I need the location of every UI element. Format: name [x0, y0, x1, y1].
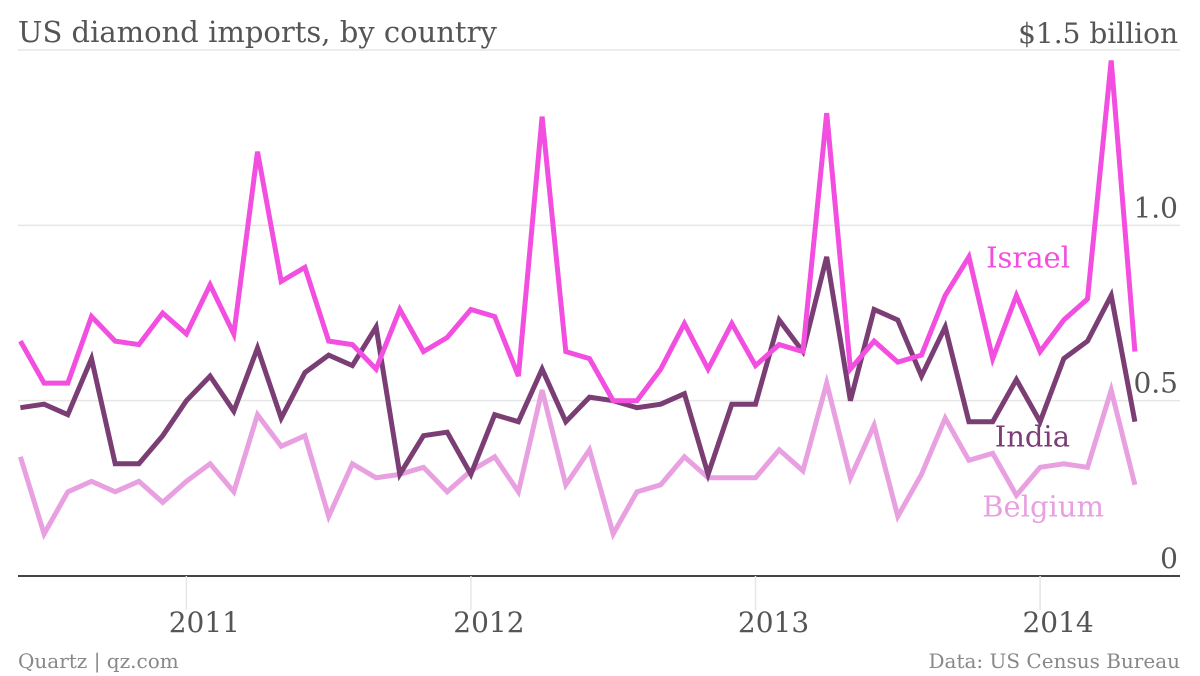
x-tick-label: 2012 — [453, 606, 524, 639]
data-source: Data: US Census Bureau — [929, 649, 1181, 673]
series-lines — [18, 60, 1138, 541]
series-line-india — [20, 256, 1138, 483]
series-labels: Israel India Belgium — [982, 240, 1104, 523]
series-label-belgium: Belgium — [982, 489, 1104, 523]
gridlines — [18, 49, 1180, 577]
y-axis-unit-label: $1.5 billion — [1018, 17, 1178, 50]
x-tick-label: 2013 — [738, 606, 809, 639]
y-tick-label: 1.0 — [1133, 191, 1178, 224]
series-line-belgium — [18, 373, 1138, 541]
series-label-israel: Israel — [986, 240, 1070, 274]
source-credit: Quartz | qz.com — [18, 649, 179, 674]
x-tick-label: 2011 — [169, 606, 240, 639]
y-tick-label: 0 — [1160, 542, 1178, 575]
x-tick-label: 2014 — [1022, 606, 1093, 639]
y-axis-labels: 0.5 1.0 0 — [1133, 191, 1178, 575]
x-axis-ticks: 2011 2012 2013 2014 — [169, 576, 1094, 639]
y-tick-label: 0.5 — [1133, 367, 1178, 400]
chart-title: US diamond imports, by country — [18, 15, 497, 49]
series-label-india: India — [995, 419, 1070, 453]
series-line-israel — [18, 60, 1138, 404]
